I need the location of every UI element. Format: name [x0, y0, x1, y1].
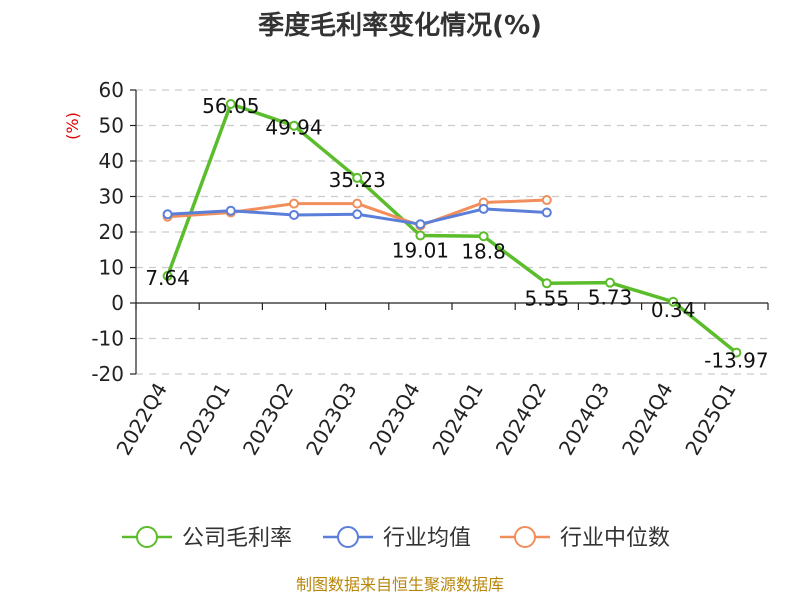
x-tick-label: 2023Q1: [175, 379, 235, 460]
data-point: [289, 198, 299, 209]
y-tick-label: 30: [99, 185, 124, 209]
y-tick-label: 0: [111, 291, 124, 315]
y-tick-label: 10: [99, 256, 124, 280]
data-point: [541, 195, 552, 206]
y-axis-unit-label: (%): [63, 112, 82, 140]
y-tick-label: 60: [99, 78, 124, 102]
data-label: 5.55: [525, 286, 570, 310]
data-label: -13.97: [704, 349, 768, 373]
data-point: [352, 198, 363, 209]
data-point: [478, 231, 489, 242]
legend-label: 行业中位数: [560, 526, 670, 551]
series-line: [165, 102, 738, 354]
legend-marker: [136, 526, 158, 548]
data-point: [478, 203, 489, 214]
legend-label: 公司毛利率: [182, 526, 292, 551]
series-layer: [162, 99, 742, 358]
data-label: 5.73: [588, 286, 633, 310]
data-label: 19.01: [392, 239, 449, 263]
data-label: 35.23: [329, 168, 386, 192]
x-tick-label: 2024Q4: [617, 379, 677, 460]
data-point: [162, 270, 173, 281]
x-tick-label: 2022Q4: [111, 379, 171, 460]
x-tick-label: 2023Q3: [301, 379, 361, 460]
y-tick-label: 50: [99, 114, 124, 138]
data-point: [225, 205, 236, 216]
y-tick-label: -10: [91, 327, 124, 351]
data-point: [415, 219, 426, 230]
data-point: [352, 209, 363, 220]
data-point: [289, 209, 299, 220]
x-tick-label: 2025Q1: [680, 379, 740, 460]
legend-item: 行业均值: [323, 526, 471, 551]
x-tick-label: 2023Q2: [238, 379, 298, 460]
y-tick-label: 40: [99, 149, 124, 173]
x-tick-label: 2023Q4: [364, 379, 424, 460]
x-tick-label: 2024Q2: [491, 379, 551, 460]
data-point: [731, 347, 742, 358]
legend-marker: [514, 526, 536, 548]
gridlines: [136, 89, 768, 375]
data-point: [162, 209, 173, 220]
x-tick-label: 2024Q1: [427, 378, 487, 459]
y-tick-label: 20: [99, 220, 124, 244]
legend: 公司毛利率 行业均值 行业中位数: [122, 526, 670, 551]
data-point: [605, 277, 615, 288]
data-point: [541, 278, 552, 289]
data-point: [541, 207, 552, 218]
y-tick-label: -20: [91, 362, 124, 386]
legend-item: 行业中位数: [500, 526, 670, 551]
data-point: [225, 99, 236, 110]
data-label: 0.34: [651, 298, 696, 322]
data-point: [352, 172, 363, 183]
data-label: 56.05: [202, 94, 259, 118]
source-note: 制图数据来自恒生聚源数据库: [296, 575, 504, 594]
legend-label: 行业均值: [383, 526, 471, 551]
data-point: [289, 120, 299, 131]
chart-title: 季度毛利率变化情况(%): [258, 10, 542, 41]
series-industry-mean: [162, 203, 552, 230]
data-point: [668, 296, 679, 307]
data-label: 18.8: [461, 239, 506, 263]
data-label: 7.64: [145, 266, 190, 290]
legend-marker: [337, 526, 359, 548]
data-point: [415, 230, 426, 241]
legend-item: 公司毛利率: [122, 526, 292, 551]
series-company-margin: [162, 99, 742, 358]
x-tick-label: 2024Q3: [554, 379, 614, 460]
data-label: 49.94: [265, 116, 322, 140]
